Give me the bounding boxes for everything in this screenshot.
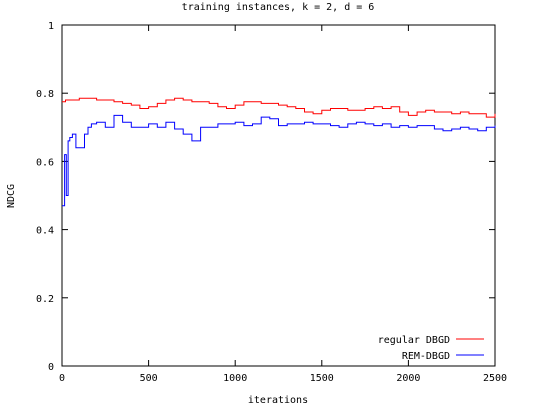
- legend-label: REM-DBGD: [402, 351, 450, 362]
- y-tick-label: 0.4: [36, 226, 54, 237]
- series-line-regular-dbgd: [62, 98, 495, 117]
- x-axis-label: iterations: [248, 395, 308, 406]
- series-lines: [62, 98, 495, 205]
- y-tick-label: 0.2: [36, 294, 54, 305]
- plot-frame: [62, 25, 495, 366]
- x-tick-label: 1000: [223, 373, 247, 384]
- x-tick-label: 0: [59, 373, 65, 384]
- legend-label: regular DBGD: [378, 335, 450, 346]
- chart-title: training instances, k = 2, d = 6: [182, 2, 375, 13]
- x-axis-ticks: 0 500 1000 1500 2000 2500: [59, 25, 507, 384]
- x-tick-label: 2500: [483, 373, 507, 384]
- y-axis-ticks: 0 0.2 0.4 0.6 0.8 1: [36, 21, 495, 373]
- x-tick-label: 500: [140, 373, 158, 384]
- legend: regular DBGD REM-DBGD: [378, 335, 484, 362]
- y-tick-label: 1: [48, 21, 54, 32]
- x-tick-label: 1500: [310, 373, 334, 384]
- y-tick-label: 0.8: [36, 89, 54, 100]
- x-tick-label: 2000: [396, 373, 420, 384]
- series-line-rem-dbgd: [62, 115, 495, 205]
- y-axis-label: NDCG: [6, 184, 17, 208]
- y-tick-label: 0: [48, 362, 54, 373]
- y-tick-label: 0.6: [36, 157, 54, 168]
